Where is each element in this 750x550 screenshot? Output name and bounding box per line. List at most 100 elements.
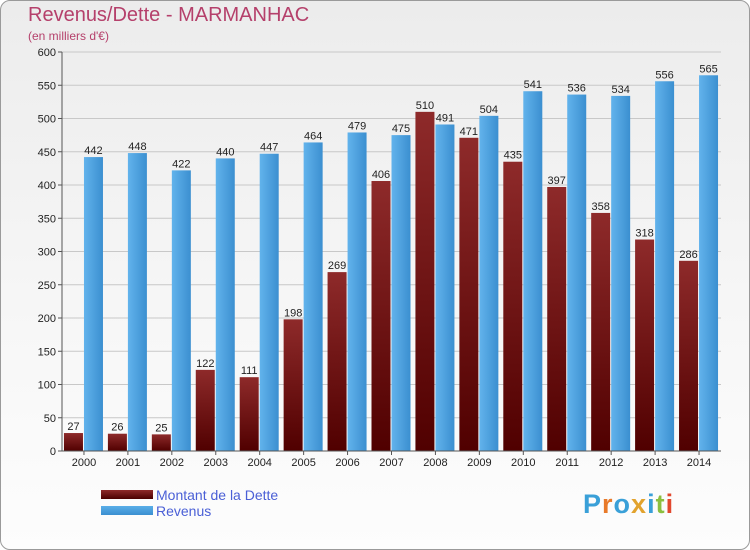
bar-dette [679, 260, 699, 451]
x-tick-label: 2001 [116, 457, 140, 469]
data-label: 491 [436, 112, 454, 124]
data-label: 536 [568, 83, 586, 95]
y-tick-label: 100 [38, 380, 56, 392]
data-label: 565 [699, 63, 717, 75]
data-label: 318 [635, 228, 653, 240]
data-label: 406 [372, 169, 390, 181]
y-tick-label: 350 [38, 213, 56, 225]
x-tick-label: 2009 [467, 457, 491, 469]
logo-letter: x [631, 489, 648, 519]
data-label: 471 [460, 126, 478, 138]
chart-subtitle: (en milliers d'€) [28, 29, 109, 43]
y-tick-label: 600 [38, 47, 56, 59]
bar-dette [239, 377, 259, 451]
x-tick-label: 2013 [643, 457, 667, 469]
bar-revenus [391, 135, 411, 451]
bar-revenus [127, 153, 147, 451]
x-tick-label: 2011 [555, 457, 579, 469]
x-tick-label: 2010 [511, 457, 535, 469]
data-label: 556 [655, 69, 673, 81]
chart-title: Revenus/Dette - MARMANHAC [28, 4, 310, 26]
bar-dette [63, 433, 83, 451]
logo-letter: o [613, 489, 632, 519]
legend-label-debt: Montant de la Dette [156, 487, 279, 503]
y-tick-label: 550 [38, 80, 56, 92]
data-label: 447 [260, 142, 278, 154]
x-tick-label: 2003 [204, 457, 228, 469]
bar-revenus [435, 124, 455, 452]
data-label: 122 [196, 358, 214, 370]
data-label: 397 [548, 175, 566, 187]
y-tick-label: 250 [38, 280, 56, 292]
y-tick-label: 450 [38, 147, 56, 159]
logo-letter: t [655, 489, 666, 519]
proxiti-logo: Proxiti [583, 489, 674, 520]
legend-swatch-debt [101, 490, 153, 499]
data-label: 25 [155, 422, 167, 434]
logo-letter: r [602, 489, 614, 519]
bar-dette [107, 433, 127, 451]
bar-dette [635, 239, 655, 451]
y-tick-label: 300 [38, 247, 56, 259]
bar-revenus [171, 170, 191, 451]
bar-revenus [699, 75, 719, 452]
data-label: 479 [348, 120, 366, 132]
data-label: 464 [304, 130, 322, 142]
x-tick-label: 2004 [247, 457, 271, 469]
data-label: 448 [128, 141, 146, 153]
x-tick-label: 2014 [687, 457, 711, 469]
bar-revenus [523, 91, 543, 452]
bar-revenus [567, 94, 587, 451]
data-label: 475 [392, 123, 410, 135]
x-tick-label: 2002 [160, 457, 184, 469]
y-tick-label: 200 [38, 313, 56, 325]
x-tick-label: 2008 [423, 457, 447, 469]
x-tick-label: 2006 [335, 457, 359, 469]
bar-dette [547, 186, 567, 451]
data-label: 541 [524, 79, 542, 91]
x-tick-label: 2005 [291, 457, 315, 469]
data-label: 286 [679, 249, 697, 261]
bar-dette [283, 319, 303, 451]
legend-swatch-revenus [101, 506, 153, 515]
bar-revenus [655, 81, 675, 451]
bar-dette [371, 181, 391, 451]
data-label: 422 [172, 158, 190, 170]
y-tick-label: 50 [44, 413, 56, 425]
y-tick-label: 500 [38, 114, 56, 126]
legend-label-revenus: Revenus [156, 503, 212, 519]
bar-dette [459, 137, 479, 451]
data-label: 435 [504, 150, 522, 162]
bar-dette [327, 272, 347, 451]
y-tick-label: 150 [38, 346, 56, 358]
data-label: 27 [67, 421, 79, 433]
bar-revenus [479, 115, 499, 451]
data-label: 440 [216, 146, 234, 158]
y-tick-label: 0 [50, 446, 56, 458]
bar-revenus [303, 142, 323, 451]
bar-revenus [347, 132, 367, 451]
x-tick-label: 2000 [72, 457, 96, 469]
data-label: 198 [284, 307, 302, 319]
x-tick-label: 2007 [379, 457, 403, 469]
bar-dette [195, 369, 215, 451]
bar-revenus [83, 157, 103, 451]
data-label: 111 [241, 365, 258, 377]
data-label: 534 [611, 84, 629, 96]
data-label: 358 [591, 201, 609, 213]
logo-letter: i [647, 489, 656, 519]
bar-revenus [259, 153, 279, 451]
data-label: 510 [416, 100, 434, 112]
data-label: 504 [480, 104, 498, 116]
bar-revenus [611, 95, 631, 451]
data-label: 26 [111, 422, 123, 434]
x-tick-label: 2012 [599, 457, 623, 469]
data-label: 269 [328, 260, 346, 272]
data-label: 442 [84, 145, 102, 157]
bar-dette [415, 111, 435, 451]
bar-dette [151, 434, 171, 451]
bar-revenus [215, 158, 235, 451]
bar-dette [591, 212, 611, 451]
